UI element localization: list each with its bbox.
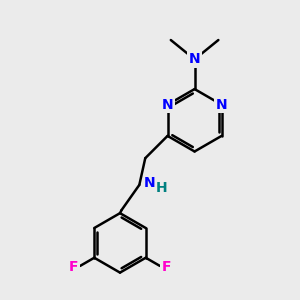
Text: F: F <box>162 260 171 274</box>
Text: F: F <box>69 260 78 274</box>
Text: H: H <box>156 181 167 195</box>
Text: N: N <box>189 52 200 66</box>
Text: N: N <box>216 98 227 112</box>
Text: N: N <box>144 176 155 190</box>
Text: N: N <box>162 98 173 112</box>
